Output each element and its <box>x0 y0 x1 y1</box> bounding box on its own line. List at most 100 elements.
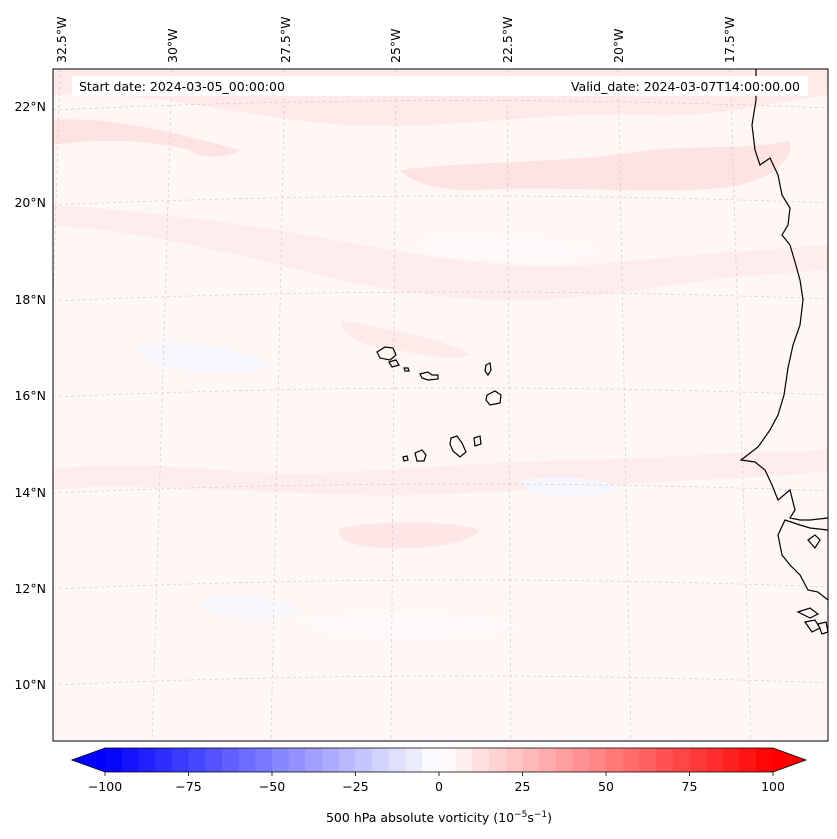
gridline-lat-16 <box>53 387 828 398</box>
colorbar-cell <box>238 748 256 772</box>
gridline-lat-14 <box>53 483 828 494</box>
colorbar-max-extension <box>773 748 806 772</box>
colorbar-cell <box>672 748 691 772</box>
colorbar-cell <box>472 748 490 772</box>
negative-vorticity-patch-1 <box>139 342 270 372</box>
map-frame <box>52 68 829 742</box>
colorbar-label-exp2: −1 <box>534 810 547 820</box>
colorbar-cell <box>505 748 524 772</box>
colorbar: −100 −75 −50 −25 0 25 50 75 100 500 hPa absolute… <box>70 747 808 825</box>
colorbar-cell <box>322 748 340 772</box>
lat-label-20n: 20°N <box>14 195 46 210</box>
colorbar-cell <box>422 748 440 772</box>
gridline-lon-27-5 <box>270 69 286 741</box>
colorbar-cell <box>756 748 774 772</box>
colorbar-cell <box>205 748 223 772</box>
date-info-box <box>72 76 808 96</box>
colorbar-cell <box>555 748 574 772</box>
colorbar-cell <box>171 748 190 772</box>
colorbar-cell <box>288 748 306 772</box>
colorbar-cell <box>105 748 123 772</box>
colorbar-tick-label: −50 <box>259 779 285 794</box>
colorbar-cell <box>656 748 674 772</box>
map-panel <box>53 69 828 741</box>
africa-coastline-north <box>739 69 828 521</box>
colorbar-cell <box>121 748 139 772</box>
positive-vorticity-band-6 <box>339 522 480 549</box>
lon-label-22-5w: 22.5°W <box>500 17 515 63</box>
lon-label-32-5w: 32.5°W <box>54 17 69 63</box>
island-santiago <box>449 435 467 458</box>
lon-label-20w: 20°W <box>611 28 626 63</box>
positive-vorticity-band-4 <box>340 320 470 358</box>
colorbar-cell <box>539 748 557 772</box>
africa-coastline-south <box>777 519 828 601</box>
latitude-labels: 22°N 20°N 18°N 16°N 14°N 12°N 10°N <box>14 99 46 692</box>
gridline-lat-20 <box>53 195 828 206</box>
colorbar-tick-label: −75 <box>175 779 201 794</box>
lon-label-30w: 30°W <box>165 28 180 63</box>
colorbar-cell <box>405 748 423 772</box>
positive-vorticity-band-5 <box>53 448 828 496</box>
colorbar-label-mid: s <box>527 810 534 825</box>
colorbar-cell <box>706 748 724 772</box>
colorbar-cell <box>522 748 540 772</box>
colorbar-cell <box>138 748 156 772</box>
colorbar-cell <box>622 748 640 772</box>
neutral-patch-2 <box>300 613 520 638</box>
lon-label-27-5w: 27.5°W <box>278 17 293 63</box>
island-sao-nicolau <box>419 371 439 381</box>
island-maio <box>473 435 482 447</box>
colorbar-cell <box>489 748 507 772</box>
colorbar-cell <box>338 748 357 772</box>
vorticity-field <box>53 69 828 638</box>
colorbar-cell <box>388 748 407 772</box>
colorbar-cell <box>272 748 290 772</box>
colorbar-cell <box>355 748 373 772</box>
colorbar-label-end: ) <box>547 810 552 825</box>
colorbar-tick-label: 25 <box>515 779 531 794</box>
start-date-label: Start date: 2024-03-05_00:00:00 <box>79 79 285 94</box>
colorbar-tick-label: −25 <box>342 779 368 794</box>
colorbar-cell <box>722 748 741 772</box>
negative-vorticity-patch-2 <box>520 477 620 497</box>
gridline-lon-30 <box>151 69 173 741</box>
colorbar-cells <box>105 748 774 772</box>
colorbar-cell <box>455 748 473 772</box>
valid-date-label: Valid_date: 2024-03-07T14:00:00.00 <box>571 79 800 94</box>
colorbar-cell <box>739 748 757 772</box>
gridline-lon-17-5 <box>729 69 752 741</box>
colorbar-cell <box>221 748 240 772</box>
colorbar-cell <box>606 748 624 772</box>
positive-vorticity-band-2 <box>400 140 791 191</box>
colorbar-tick-label: 100 <box>761 779 785 794</box>
colorbar-tick-label: 0 <box>435 779 443 794</box>
colorbar-cell <box>188 748 206 772</box>
colorbar-tick-label: 75 <box>682 779 698 794</box>
gridline-lon-22-5 <box>506 69 512 741</box>
gridlines <box>53 69 828 741</box>
lat-label-18n: 18°N <box>14 292 46 307</box>
colorbar-tick-label: −100 <box>88 779 122 794</box>
colorbar-cell <box>589 748 607 772</box>
colorbar-cell <box>439 748 457 772</box>
lat-label-10n: 10°N <box>14 677 46 692</box>
lat-label-22n: 22°N <box>14 99 46 114</box>
colorbar-cell <box>689 748 707 772</box>
colorbar-label-exp1: −5 <box>514 810 527 820</box>
colorbar-cell <box>572 748 590 772</box>
island-santa-luzia <box>403 367 410 372</box>
lat-label-16n: 16°N <box>14 388 46 403</box>
colorbar-tick-label: 50 <box>598 779 614 794</box>
colorbar-cell <box>155 748 173 772</box>
gridline-lat-12 <box>53 579 828 590</box>
gridline-lat-10 <box>53 675 828 686</box>
colorbar-cell <box>639 748 657 772</box>
coastline-gambia-inlet <box>807 534 821 550</box>
coastlines <box>739 69 828 635</box>
gridline-lon-25 <box>390 69 397 741</box>
gridline-lat-18 <box>53 291 828 302</box>
island-santo-antao <box>376 346 397 361</box>
lon-label-17-5w: 17.5°W <box>722 17 737 63</box>
